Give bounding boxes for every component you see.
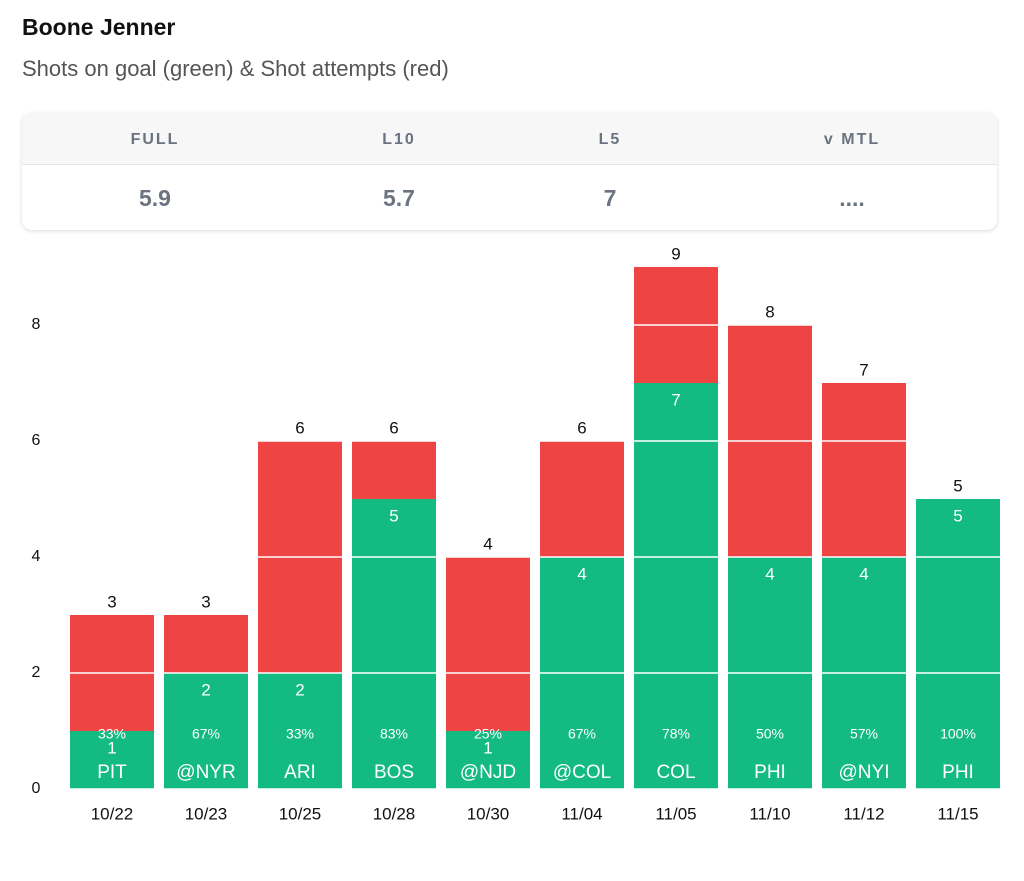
y-tick-label: 2 [32,664,41,681]
opponent-label: @NYR [176,762,235,783]
attempts-label: 3 [107,592,116,611]
opponent-label: PHI [942,762,974,783]
shots-label: 4 [765,564,774,583]
stats-card: FULL 5.9 L10 5.7 L5 7 v MTL.... [22,113,997,230]
x-tick-label: 10/22 [91,804,134,823]
x-tick-label: 10/30 [467,804,510,823]
shots-label: 7 [671,390,680,409]
percent-label: 67% [192,726,220,742]
stats-header [22,113,997,165]
stat-label: L5 [598,131,622,148]
attempts-label: 9 [671,244,680,263]
shots-label: 4 [859,564,868,583]
y-tick-label: 4 [32,548,41,565]
stat-label: FULL [130,131,180,148]
x-tick-label: 11/05 [655,804,696,823]
percent-label: 25% [474,726,502,742]
shots-bar [258,673,342,789]
attempts-label: 4 [483,534,492,553]
stat-value: 5.9 [139,185,171,211]
x-tick-label: 10/28 [373,804,416,823]
x-tick-label: 11/04 [561,804,602,823]
percent-label: 33% [98,726,126,742]
percent-label: 78% [662,726,690,742]
stat-value: .... [839,185,865,211]
shots-label: 4 [577,564,586,583]
percent-label: 67% [568,726,596,742]
shots-bar [352,499,436,789]
attempts-label: 6 [295,418,304,437]
shots-label: 5 [953,506,962,525]
y-tick-label: 6 [32,432,41,449]
stat-label: v MTL [823,131,881,148]
opponent-label: @NJD [460,762,516,783]
stat-label: L10 [382,131,416,148]
opponent-label: @NYI [839,762,890,783]
opponent-label: ARI [284,762,316,783]
shots-label: 5 [389,506,398,525]
y-tick-label: 8 [32,316,41,333]
percent-label: 33% [286,726,314,742]
shots-label: 2 [201,680,210,699]
shots-label: 1 [107,738,116,757]
x-tick-label: 10/23 [185,804,228,823]
shots-bar [634,383,718,789]
attempts-label: 7 [859,360,868,379]
subtitle: Shots on goal (green) & Shot attempts (r… [22,56,449,81]
percent-label: 83% [380,726,408,742]
opponent-label: PHI [754,762,786,783]
stat-value: 5.7 [383,185,415,211]
percent-label: 50% [756,726,784,742]
opponent-label: COL [656,762,695,783]
opponent-label: PIT [97,762,127,783]
x-tick-label: 10/25 [279,804,322,823]
shots-bar [916,499,1000,789]
x-tick-label: 11/10 [749,804,790,823]
x-tick-label: 11/15 [937,804,978,823]
attempts-label: 6 [577,418,586,437]
percent-label: 100% [940,726,976,742]
percent-label: 57% [850,726,878,742]
shots-label: 2 [295,680,304,699]
shots-bar [70,731,154,789]
shots-label: 1 [483,738,492,757]
attempts-label: 3 [201,592,210,611]
stat-value: 7 [603,185,617,211]
shots-bar [164,673,248,789]
attempts-label: 8 [765,302,774,321]
attempts-label: 6 [389,418,398,437]
x-tick-label: 11/12 [843,804,884,823]
shots-bar [446,731,530,789]
opponent-label: BOS [374,762,414,783]
player-name: Boone Jenner [22,14,176,40]
y-tick-label: 0 [32,780,41,797]
attempts-label: 5 [953,476,962,495]
opponent-label: @COL [553,762,611,783]
